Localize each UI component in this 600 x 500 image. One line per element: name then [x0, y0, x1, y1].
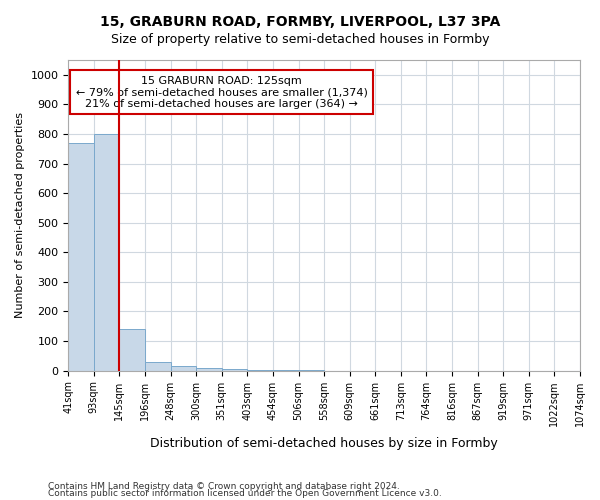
Text: 15, GRABURN ROAD, FORMBY, LIVERPOOL, L37 3PA: 15, GRABURN ROAD, FORMBY, LIVERPOOL, L37…	[100, 15, 500, 29]
Text: Contains public sector information licensed under the Open Government Licence v3: Contains public sector information licen…	[48, 490, 442, 498]
Text: Size of property relative to semi-detached houses in Formby: Size of property relative to semi-detach…	[111, 32, 489, 46]
Bar	[145, 362, 170, 370]
Bar	[170, 366, 196, 370]
Bar	[68, 143, 94, 370]
Text: 15 GRABURN ROAD: 125sqm
← 79% of semi-detached houses are smaller (1,374)
21% of: 15 GRABURN ROAD: 125sqm ← 79% of semi-de…	[76, 76, 368, 108]
Bar	[196, 368, 222, 370]
Bar	[119, 329, 145, 370]
Bar	[222, 369, 247, 370]
Bar	[94, 134, 119, 370]
X-axis label: Distribution of semi-detached houses by size in Formby: Distribution of semi-detached houses by …	[150, 437, 498, 450]
Text: Contains HM Land Registry data © Crown copyright and database right 2024.: Contains HM Land Registry data © Crown c…	[48, 482, 400, 491]
Y-axis label: Number of semi-detached properties: Number of semi-detached properties	[15, 112, 25, 318]
